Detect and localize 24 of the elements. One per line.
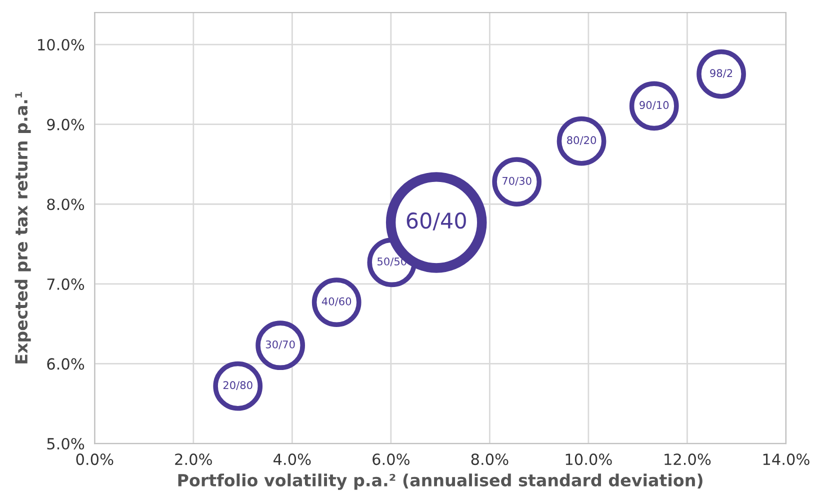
x-tick-label: 2.0% <box>175 454 212 466</box>
x-tick-label: 4.0% <box>274 454 311 466</box>
x-tick-label: 0.0% <box>76 454 114 466</box>
x-axis-title: Portfolio volatility p.a.² (annualised standard deviation) <box>178 474 702 490</box>
annotation: 60/40 <box>406 212 466 230</box>
y-tick-label: 8.0% <box>47 198 84 210</box>
y-tick-label: 9.0% <box>47 118 84 130</box>
y-tick-label: 10.0% <box>38 38 84 51</box>
x-tick-label: 6.0% <box>372 454 410 466</box>
annotation: 90/10 <box>640 101 669 110</box>
x-tick-label: 12.0% <box>664 454 711 466</box>
y-tick-label: 6.0% <box>47 358 84 370</box>
annotation: 70/30 <box>502 176 532 186</box>
annotation: 40/60 <box>322 297 352 306</box>
x-tick-label: 8.0% <box>471 454 508 466</box>
x-tick-label: 10.0% <box>566 454 612 466</box>
y-tick-label: 7.0% <box>47 278 84 290</box>
x-tick-label: 14.0% <box>763 454 810 466</box>
y-tick-label: 5.0% <box>47 438 84 450</box>
annotation: 30/70 <box>266 340 295 350</box>
annotation: 80/20 <box>567 136 596 145</box>
annotation: 20/80 <box>223 381 252 390</box>
annotation: 98/2 <box>710 69 732 78</box>
y-axis-title: Expected pre tax return p.a.¹ <box>14 92 31 364</box>
